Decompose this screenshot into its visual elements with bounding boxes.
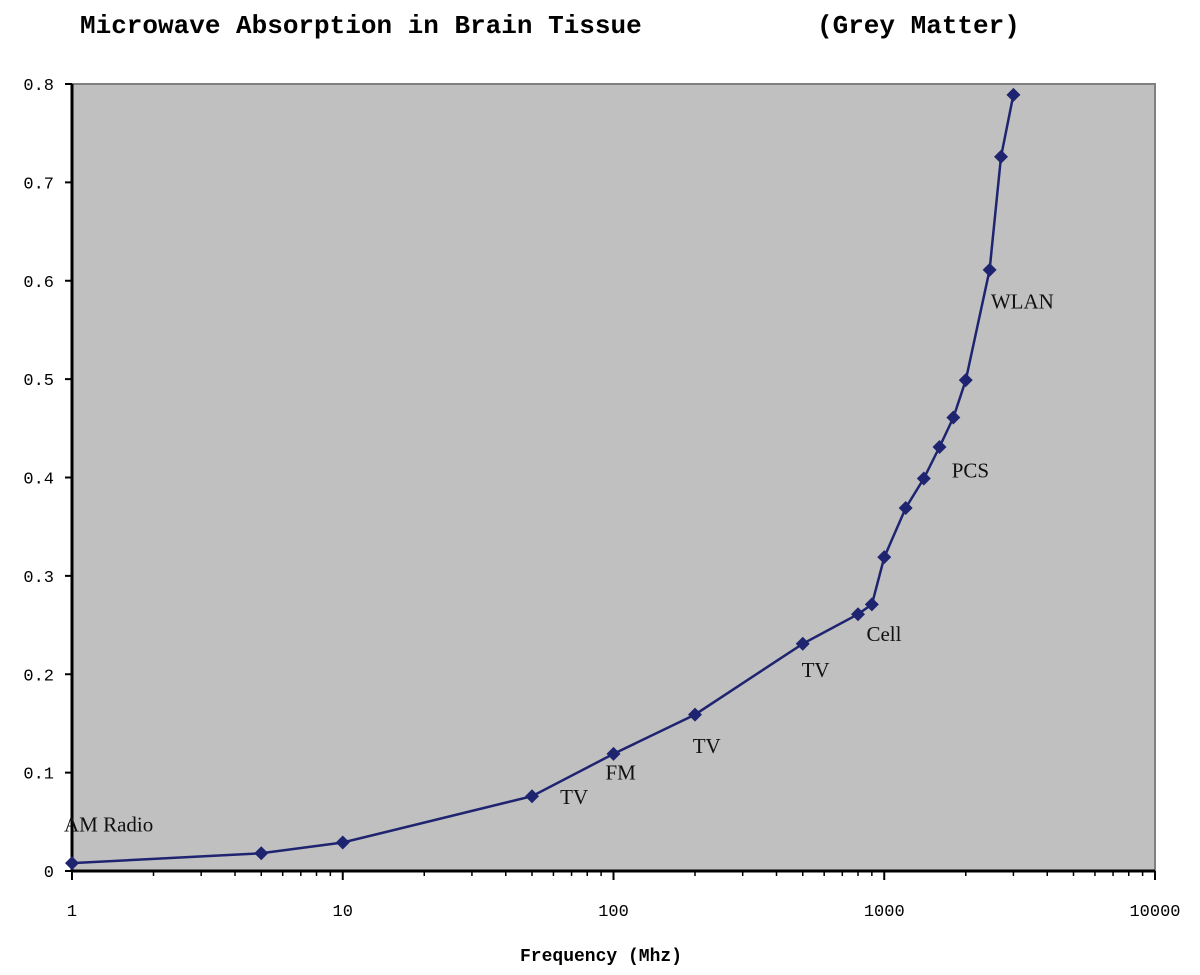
y-tick-labels: 0 0.1 0.2 0.3 0.4 0.5 0.6 0.7 0.8 (23, 77, 54, 883)
x-tick-label: 10 (333, 903, 353, 922)
y-tick-label: 0.4 (23, 471, 54, 490)
x-tick-label: 100 (598, 903, 629, 922)
x-tick-label: 10000 (1129, 903, 1180, 922)
annotation-label: TV (693, 734, 721, 758)
data-point (898, 500, 913, 515)
data-point (946, 410, 961, 425)
plot-area (71, 83, 1156, 872)
y-tick-label: 0.8 (23, 77, 54, 96)
data-point (932, 440, 947, 455)
chart-title: Microwave Absorption in Brain Tissue (80, 11, 642, 41)
annotation-label: AM Radio (64, 813, 153, 837)
y-tick-label: 0.5 (23, 372, 54, 391)
x-axis-title: Frequency (Mhz) (520, 947, 682, 967)
data-point (982, 262, 997, 277)
data-point (335, 835, 350, 850)
y-tick-label: 0.1 (23, 766, 54, 785)
y-tick-label: 0.3 (23, 569, 54, 588)
data-point (864, 597, 879, 612)
y-tick-label: 0 (44, 864, 54, 883)
data-point (958, 373, 973, 388)
series-line (71, 94, 1015, 865)
data-point (254, 846, 269, 861)
data-point (65, 856, 79, 871)
data-point (1006, 87, 1021, 102)
data-points (65, 87, 1021, 871)
data-point (916, 471, 931, 486)
y-tick-label: 0.2 (23, 667, 54, 686)
annotation-label: TV (802, 658, 830, 682)
annotation-label: PCS (952, 459, 989, 483)
y-tick-label: 0.6 (23, 274, 54, 293)
data-point (688, 707, 703, 722)
y-tick-label: 0.7 (23, 175, 54, 194)
data-point (795, 636, 810, 651)
annotation-label: FM (606, 761, 637, 785)
data-point (851, 607, 866, 622)
data-point (877, 550, 892, 565)
data-point (994, 149, 1009, 164)
annotations: AM Radio TV FM TV TV Cell PCS WLAN (64, 289, 1054, 836)
x-tick-labels: 1 10 100 1000 10000 (67, 903, 1181, 922)
data-point (524, 789, 539, 804)
annotation-label: Cell (866, 622, 901, 646)
chart-subtitle: (Grey Matter) (817, 11, 1020, 41)
annotation-label: TV (560, 785, 588, 809)
annotation-label: WLAN (991, 289, 1054, 313)
x-tick-label: 1 (67, 903, 77, 922)
data-point (606, 746, 621, 761)
x-tick-label: 1000 (864, 903, 905, 922)
